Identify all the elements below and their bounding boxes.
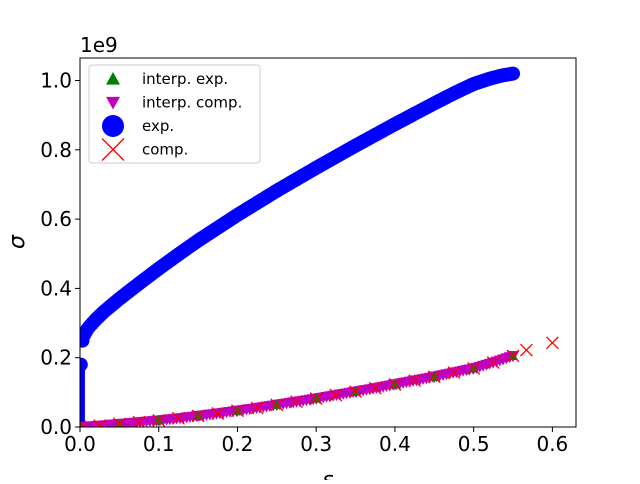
comp-point (93, 419, 107, 427)
x-tick-label: 0.0 (64, 432, 96, 456)
comp-point (171, 411, 185, 425)
comp-point (191, 409, 205, 423)
comp-point (368, 381, 382, 395)
comp-point (112, 417, 126, 427)
x-tick-label: 0.3 (300, 432, 332, 456)
y-tick-label: 0.6 (40, 207, 72, 231)
exp-point (506, 66, 521, 81)
y-tick-label: 0.2 (40, 346, 72, 370)
comp-point (427, 370, 441, 384)
legend-item-exp: exp. (102, 115, 174, 137)
legend-item-interp-exp: interp. exp. (106, 70, 228, 88)
exp-point (80, 357, 88, 372)
comp-point (519, 343, 533, 357)
legend-marker (102, 115, 124, 137)
comp-point (447, 366, 461, 380)
y-offset-text: 1e9 (80, 33, 118, 57)
comp-series (80, 336, 559, 427)
x-tick-label: 0.2 (222, 432, 254, 456)
y-tick-label: 0.4 (40, 276, 72, 300)
comp-point (388, 377, 402, 391)
x-tick-label: 0.4 (379, 432, 411, 456)
legend-label: interp. exp. (142, 70, 228, 88)
legend: interp. exp. interp. comp. exp. comp. (88, 64, 261, 164)
y-tick-label: 0.8 (40, 138, 72, 162)
comp-point (152, 413, 166, 427)
x-tick-label: 0.6 (536, 432, 568, 456)
legend-item-comp: comp. (101, 138, 188, 161)
comp-point (211, 407, 225, 420)
plot-frame (79, 57, 577, 428)
legend-label: exp. (142, 117, 174, 135)
legend-label: comp. (142, 141, 188, 159)
x-tick-label: 0.5 (458, 432, 490, 456)
comp-point (80, 420, 87, 427)
x-axis-label: ε (322, 468, 334, 480)
legend-marker (101, 138, 125, 161)
exp-series (80, 66, 521, 427)
comp-point (408, 374, 422, 388)
y-axis-label: σ (5, 234, 30, 249)
y-tick-label: 1.0 (40, 69, 72, 93)
comp-point (506, 349, 520, 363)
legend-label: interp. comp. (142, 94, 242, 112)
comp-point (290, 395, 303, 409)
comp-point (250, 401, 264, 415)
legend-box (88, 64, 261, 164)
legend-marker (106, 72, 120, 85)
comp-point (270, 398, 284, 412)
comp-point (309, 392, 323, 406)
comp-point (467, 361, 481, 375)
comp-point (486, 356, 500, 370)
x-tick-label: 0.1 (143, 432, 175, 456)
comp-point (231, 404, 244, 418)
comp-point (545, 336, 559, 350)
y-tick-label: 0.0 (40, 415, 72, 439)
comp-point (349, 385, 363, 399)
legend-marker (106, 96, 120, 110)
legend-item-interp-comp: interp. comp. (106, 94, 242, 112)
comp-point (329, 388, 343, 402)
comp-point (132, 415, 146, 427)
interp-exp-point (114, 418, 124, 427)
